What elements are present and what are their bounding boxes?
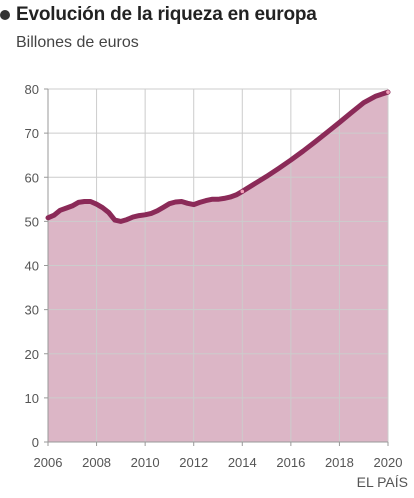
x-tick-label: 2006 [34,455,63,470]
x-tick-label: 2008 [82,455,111,470]
y-tick-label: 30 [25,303,39,318]
y-tick-label: 70 [25,126,39,141]
x-tick-label: 2012 [179,455,208,470]
y-tick-label: 40 [25,259,39,274]
x-tick-label: 2018 [325,455,354,470]
y-tick-label: 10 [25,391,39,406]
x-tick-label: 2010 [131,455,160,470]
y-tick-label: 50 [25,214,39,229]
y-tick-label: 80 [25,82,39,97]
area-fill [48,92,388,442]
y-tick-label: 20 [25,347,39,362]
chart-title-row: Evolución de la riqueza en europa [0,2,317,28]
x-tick-label: 2020 [374,455,403,470]
bullet-icon [0,10,10,20]
y-tick-label: 60 [25,170,39,185]
x-tick-label: 2014 [228,455,257,470]
x-tick-label: 2016 [276,455,305,470]
data-point [386,90,390,94]
chart-subtitle: Billones de euros [16,34,139,51]
source-credit: EL PAÍS [356,474,408,490]
series-line [45,89,391,224]
chart-title: Evolución de la riqueza en europa [16,4,317,25]
data-point [240,189,245,194]
y-tick-label: 0 [32,435,39,450]
